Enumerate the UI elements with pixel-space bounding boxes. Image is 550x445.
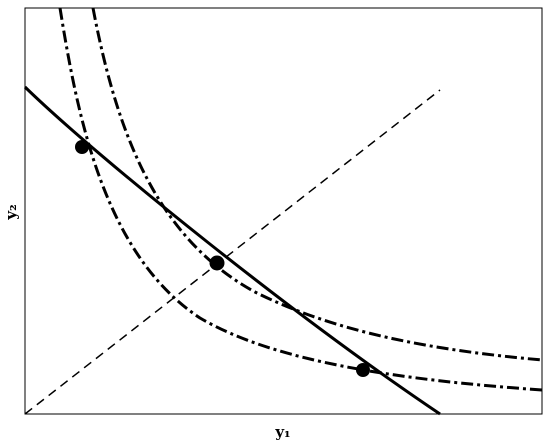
x-axis-label: y₁	[274, 423, 290, 441]
y-axis-label: y₂	[2, 204, 20, 220]
point	[75, 140, 89, 154]
point	[209, 255, 225, 271]
outer-curve	[91, 7, 543, 362]
diagonal-line	[24, 89, 441, 415]
plot-frame	[24, 7, 543, 415]
inner-curve	[58, 7, 543, 392]
point	[356, 363, 370, 377]
solid-curve	[23, 85, 441, 416]
